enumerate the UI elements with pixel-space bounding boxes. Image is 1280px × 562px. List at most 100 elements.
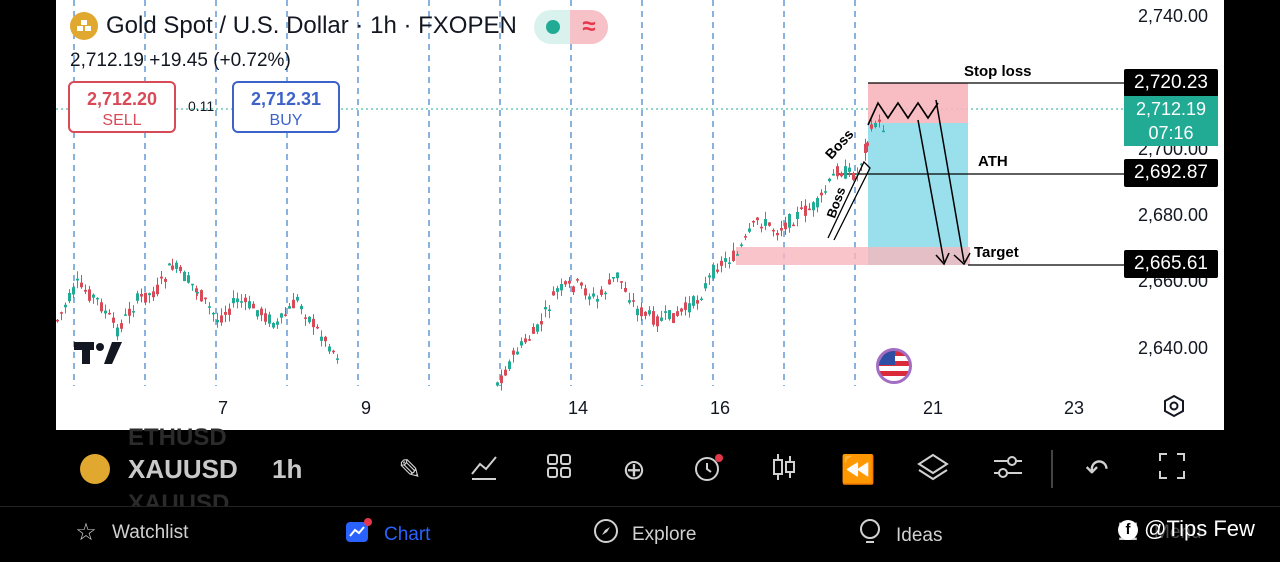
candle-body (500, 375, 503, 384)
replay-icon[interactable]: ⏪ (840, 454, 876, 485)
chart-panel[interactable]: Gold Spot / U.S. Dollar · 1h · FXOPEN ≈ … (56, 0, 1224, 430)
sell-button[interactable]: 2,712.20 SELL (68, 81, 176, 133)
candle-body (832, 173, 835, 176)
candle-body (648, 310, 651, 315)
next-symbol-ghost: XAUUSD (128, 490, 230, 506)
candle-body (292, 299, 295, 309)
add-icon[interactable]: ⊕ (622, 454, 646, 485)
settings-icon[interactable] (990, 452, 1026, 488)
alert-icon[interactable] (690, 452, 726, 488)
candle-body (604, 292, 607, 295)
layers-icon[interactable] (915, 452, 951, 488)
y-tick: 2,680.00 (1138, 205, 1209, 225)
y-tick: 2,640.00 (1138, 338, 1209, 358)
candle-body (848, 167, 851, 172)
candle-body (836, 166, 839, 177)
watermark: f @Tips Few (1118, 516, 1255, 542)
candle-body (588, 296, 591, 300)
candle-body (183, 271, 186, 282)
price-chart[interactable] (56, 0, 1224, 430)
prev-symbol-ghost: ETHUSD (128, 424, 227, 451)
compass-icon (592, 518, 620, 551)
candle-body (708, 275, 711, 278)
candle-body (92, 294, 95, 298)
indicators-icon[interactable] (466, 452, 502, 488)
candle-body (308, 316, 311, 323)
candle-body (828, 178, 831, 182)
candle-body (252, 303, 255, 309)
candle-body (288, 306, 291, 309)
fullscreen-icon[interactable] (1154, 452, 1190, 488)
candle-body (136, 293, 139, 301)
candle-body (248, 301, 251, 309)
tradingview-logo (74, 340, 122, 373)
nav-chart-label: Chart (384, 523, 431, 545)
nav-chart[interactable]: Chart (344, 518, 430, 551)
candle-body (187, 275, 190, 283)
candle-body (128, 308, 131, 316)
candle-body (724, 258, 727, 262)
candle-body (628, 300, 631, 303)
target-label: Target (974, 244, 1019, 261)
candle-countdown: 07:16 (1148, 123, 1194, 143)
candle-body (108, 312, 111, 315)
candle-body (580, 282, 583, 286)
nav-watchlist[interactable]: ☆ Watchlist (72, 518, 188, 547)
layouts-icon[interactable] (541, 452, 577, 488)
candle-body (160, 276, 163, 279)
candles-icon[interactable] (766, 452, 802, 488)
vertical-gridlines (73, 0, 856, 386)
candle-body (60, 312, 63, 314)
nav-explore[interactable]: Explore (592, 518, 696, 551)
candle-body (148, 293, 151, 296)
candle-body (520, 341, 523, 346)
watermark-text: @Tips Few (1144, 516, 1255, 541)
symbol-selector[interactable]: XAUUSD (128, 454, 238, 484)
candle-body (536, 324, 539, 332)
candle-body (196, 291, 199, 294)
candle-body (612, 276, 615, 279)
pencil-icon[interactable]: ✎ (398, 454, 422, 485)
candle-body (116, 327, 119, 337)
candle-body (216, 319, 219, 323)
x-tick: 9 (361, 398, 372, 418)
candle-body (740, 244, 743, 247)
chart-settings-icon[interactable] (1162, 394, 1188, 420)
nav-ideas[interactable]: Ideas (856, 518, 942, 553)
candle-body (592, 293, 595, 297)
candle-body (732, 250, 735, 262)
target-zone (868, 123, 968, 265)
undo-icon[interactable]: ↶ (1085, 454, 1109, 485)
candle-body (312, 318, 315, 328)
symbol-header[interactable]: Gold Spot / U.S. Dollar · 1h · FXOPEN (70, 12, 517, 40)
candle-body (152, 291, 155, 298)
candle-body (800, 207, 803, 209)
candle-body (636, 308, 639, 316)
y-tick: 2,740.00 (1138, 6, 1209, 26)
candle-body (866, 142, 869, 147)
candle-body (179, 266, 182, 271)
candle-body (560, 284, 563, 291)
sell-label: SELL (102, 112, 142, 129)
candle-body (624, 288, 627, 292)
candle-body (171, 265, 174, 270)
candle-body (516, 351, 519, 355)
candle-body (616, 272, 619, 279)
gold-coin-icon (70, 12, 98, 40)
candle-body (716, 269, 719, 272)
candle-body (175, 262, 178, 269)
candle-body (244, 297, 247, 303)
candle-body (504, 369, 507, 376)
buy-button[interactable]: 2,712.31 BUY (232, 81, 340, 133)
x-tick: 16 (710, 398, 731, 418)
candle-body (524, 338, 527, 343)
stop-loss-label: Stop loss (964, 63, 1032, 80)
market-status-pill[interactable]: ≈ (534, 10, 608, 44)
lightbulb-icon (856, 518, 884, 553)
star-icon: ☆ (75, 519, 97, 546)
us-economic-event-icon[interactable] (876, 348, 912, 384)
timeframe-selector[interactable]: 1h (272, 454, 303, 484)
candle-body (552, 291, 555, 296)
candle-body (200, 290, 203, 302)
candle-body (688, 303, 691, 313)
